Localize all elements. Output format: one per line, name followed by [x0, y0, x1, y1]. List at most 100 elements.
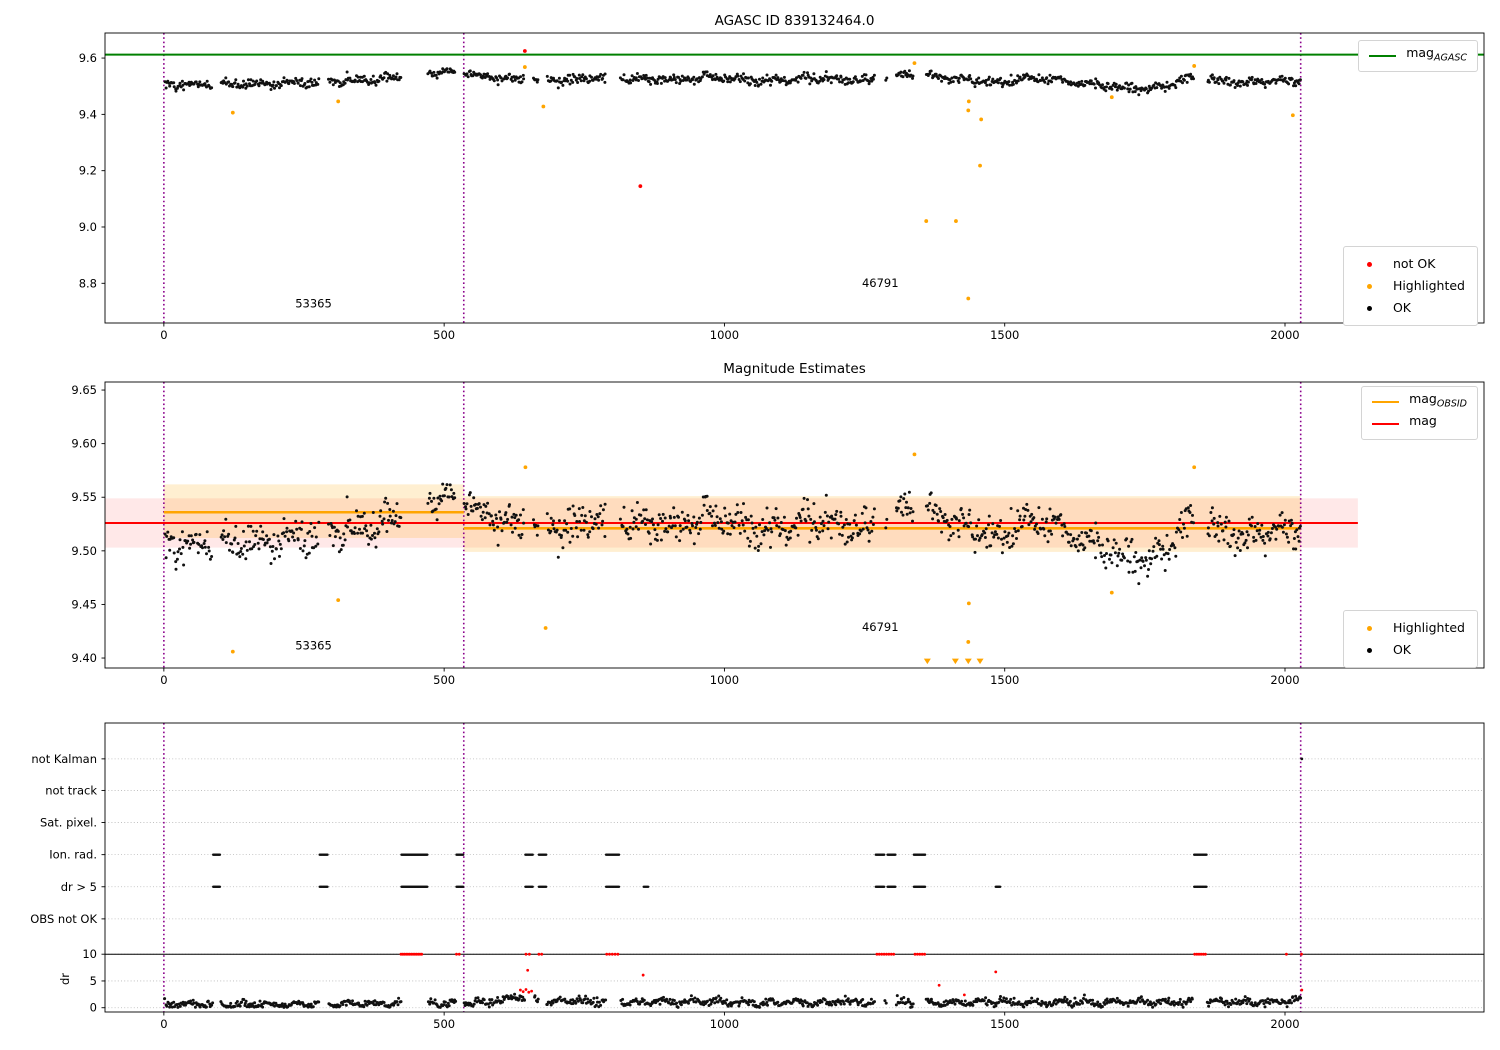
x-tick-label: 1500	[990, 328, 1019, 342]
legend-plot2-markers: Highlighted OK	[1342, 610, 1478, 668]
not-ok-points-layer	[399, 952, 1303, 956]
orange-dot-swatch-2	[1356, 625, 1383, 631]
legend-item-mag-agasc: magAGASC	[1369, 45, 1467, 67]
not-ok-point	[638, 184, 643, 189]
dr-tick-label: 5	[90, 974, 97, 988]
highlighted-point	[1109, 590, 1114, 595]
not-ok-point	[962, 993, 966, 997]
legend-label-mag: mag	[1409, 413, 1437, 429]
legend-item-mag: mag	[1372, 413, 1467, 435]
y-tick-label: 9.60	[71, 437, 97, 451]
flag-points-layer	[212, 853, 1208, 888]
y-tick-label: 9.6	[79, 51, 97, 65]
black-dot-swatch	[1356, 305, 1383, 311]
annotation-obsid: 53365	[295, 638, 332, 652]
highlighted-point	[230, 110, 235, 115]
highlighted-point	[966, 640, 971, 644]
y-tick-label: 9.40	[71, 651, 97, 665]
legend-plot2-lines: magOBSID mag	[1361, 386, 1478, 440]
legend-label-not-ok: not OK	[1392, 256, 1436, 271]
x-tick-label: 2000	[1270, 328, 1299, 342]
highlighted-point	[978, 163, 982, 168]
plot-frame	[104, 32, 1485, 324]
not-ok-point	[1300, 988, 1304, 992]
x-tick-label: 1500	[990, 673, 1019, 687]
legend-label-mag-agasc: magAGASC	[1406, 45, 1467, 64]
highlighted-point	[912, 61, 917, 66]
legend-item-not-ok: not OK	[1356, 253, 1465, 275]
x-tick-label: 500	[433, 328, 455, 342]
shaded-band	[463, 496, 1301, 552]
not-ok-point	[527, 990, 531, 994]
flag-row-label: dr > 5	[61, 880, 97, 894]
dr-tick-label: 10	[82, 947, 97, 961]
highlighted-point	[1192, 465, 1197, 470]
y-tick-label: 9.45	[71, 597, 97, 611]
clipped-low-marker	[951, 658, 959, 665]
flag-row-label: not track	[45, 783, 97, 797]
highlighted-point	[1109, 95, 1114, 100]
red-line-swatch	[1372, 422, 1400, 426]
legend-item-highlighted-2: Highlighted	[1356, 617, 1465, 639]
highlighted-point	[523, 465, 528, 470]
highlighted-point	[1290, 113, 1295, 118]
plot-frame	[104, 381, 1485, 669]
not-ok-point	[524, 988, 528, 991]
not-ok-point	[994, 970, 998, 974]
highlighted-point	[522, 65, 527, 69]
x-tick-label: 0	[160, 1017, 167, 1031]
dr-axis-label: dr	[58, 972, 72, 986]
legend-label-highlighted-2: Highlighted	[1392, 620, 1465, 635]
plot2-title: Magnitude Estimates	[723, 361, 866, 377]
legend-label-mag-obsid: magOBSID	[1409, 391, 1467, 410]
plot-frame	[104, 722, 1485, 1013]
highlighted-point	[954, 219, 958, 223]
x-tick-label: 1000	[710, 1017, 739, 1031]
highlighted-point	[979, 117, 984, 122]
y-tick-label: 9.0	[79, 220, 97, 234]
not-ok-point	[521, 990, 525, 994]
legend-item-highlighted: Highlighted	[1356, 275, 1465, 297]
legend-label-ok: OK	[1392, 300, 1411, 315]
plot1-title: AGASC ID 839132464.0	[714, 13, 875, 29]
x-tick-label: 1500	[990, 1017, 1019, 1031]
highlighted-point	[924, 219, 929, 223]
flag-row-label: Ion. rad.	[49, 848, 97, 862]
legend-plot1-markers: not OK Highlighted OK	[1342, 246, 1478, 326]
legend-label-highlighted: Highlighted	[1392, 278, 1465, 293]
x-tick-label: 500	[433, 673, 455, 687]
y-tick-label: 9.65	[71, 383, 97, 397]
highlighted-point	[336, 598, 341, 603]
flag-row-label: Sat. pixel.	[40, 816, 97, 830]
legend-item-ok-2: OK	[1356, 639, 1465, 661]
flag-row-label: OBS not OK	[30, 912, 97, 926]
x-tick-label: 2000	[1270, 673, 1299, 687]
x-tick-label: 0	[160, 328, 167, 342]
x-tick-label: 2000	[1270, 1017, 1299, 1031]
black-dot-swatch-2	[1356, 647, 1383, 653]
highlighted-point	[966, 296, 971, 301]
orange-line-swatch	[1372, 400, 1400, 404]
highlighted-point	[912, 452, 917, 457]
not-ok-point	[522, 49, 527, 53]
legend-item-mag-obsid: magOBSID	[1372, 391, 1467, 413]
dr-tick-label: 0	[90, 1001, 97, 1015]
not-ok-point	[937, 983, 941, 987]
not-ok-point	[526, 968, 530, 972]
y-tick-label: 9.55	[71, 490, 97, 504]
y-tick-label: 8.8	[79, 276, 97, 290]
legend-label-ok-2: OK	[1392, 642, 1411, 657]
red-dot-swatch	[1356, 261, 1383, 267]
highlighted-point	[966, 601, 971, 606]
clipped-low-marker	[964, 658, 972, 665]
annotation-obsid: 46791	[862, 276, 899, 290]
highlighted-point	[541, 104, 546, 109]
x-tick-label: 500	[433, 1017, 455, 1031]
x-tick-label: 1000	[710, 328, 739, 342]
not-ok-point	[518, 988, 522, 992]
not-ok-point	[530, 989, 533, 993]
highlighted-point	[336, 99, 341, 104]
orange-dot-swatch	[1356, 283, 1383, 289]
